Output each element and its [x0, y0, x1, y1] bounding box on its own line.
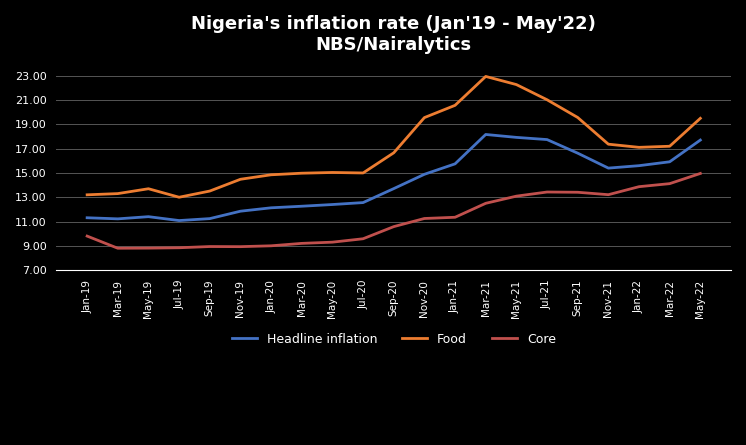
- Core: [542, 190, 551, 195]
- Line: Food: Food: [87, 77, 700, 197]
- Legend: Headline inflation, Food, Core: Headline inflation, Food, Core: [227, 328, 561, 351]
- Core: [83, 234, 92, 239]
- Food: [328, 170, 337, 175]
- Core: [451, 214, 460, 220]
- Headline inflation: [144, 214, 153, 219]
- Headline inflation: [175, 218, 184, 223]
- Food: [144, 186, 153, 191]
- Food: [83, 192, 92, 198]
- Headline inflation: [236, 209, 245, 214]
- Headline inflation: [542, 137, 551, 142]
- Food: [512, 82, 521, 87]
- Headline inflation: [635, 163, 644, 168]
- Title: Nigeria's inflation rate (Jan'19 - May'22)
NBS/Nairalytics: Nigeria's inflation rate (Jan'19 - May'2…: [191, 15, 596, 54]
- Headline inflation: [266, 205, 275, 210]
- Food: [420, 115, 429, 120]
- Headline inflation: [113, 216, 122, 222]
- Core: [696, 171, 705, 176]
- Food: [297, 170, 306, 176]
- Core: [297, 241, 306, 246]
- Food: [205, 188, 214, 194]
- Core: [512, 194, 521, 199]
- Food: [236, 177, 245, 182]
- Headline inflation: [420, 172, 429, 177]
- Food: [481, 74, 490, 79]
- Food: [542, 97, 551, 102]
- Food: [604, 142, 612, 147]
- Food: [359, 170, 368, 176]
- Core: [113, 246, 122, 251]
- Headline inflation: [665, 159, 674, 165]
- Headline inflation: [389, 186, 398, 191]
- Core: [635, 184, 644, 190]
- Line: Core: Core: [87, 174, 700, 248]
- Core: [481, 201, 490, 206]
- Core: [205, 244, 214, 249]
- Headline inflation: [696, 138, 705, 143]
- Food: [113, 191, 122, 196]
- Core: [359, 236, 368, 242]
- Food: [573, 115, 582, 120]
- Core: [175, 245, 184, 251]
- Headline inflation: [451, 161, 460, 166]
- Headline inflation: [205, 216, 214, 221]
- Core: [604, 192, 612, 198]
- Headline inflation: [481, 132, 490, 137]
- Headline inflation: [359, 200, 368, 205]
- Core: [573, 190, 582, 195]
- Food: [696, 116, 705, 121]
- Food: [635, 145, 644, 150]
- Headline inflation: [83, 215, 92, 220]
- Core: [420, 216, 429, 221]
- Food: [665, 144, 674, 149]
- Core: [328, 239, 337, 245]
- Line: Headline inflation: Headline inflation: [87, 134, 700, 221]
- Core: [144, 246, 153, 251]
- Headline inflation: [512, 135, 521, 140]
- Core: [389, 224, 398, 229]
- Food: [389, 150, 398, 155]
- Food: [266, 172, 275, 178]
- Food: [175, 194, 184, 200]
- Core: [665, 181, 674, 186]
- Headline inflation: [328, 202, 337, 207]
- Core: [266, 243, 275, 248]
- Headline inflation: [297, 203, 306, 209]
- Core: [236, 244, 245, 249]
- Headline inflation: [604, 166, 612, 171]
- Food: [451, 103, 460, 108]
- Headline inflation: [573, 150, 582, 156]
